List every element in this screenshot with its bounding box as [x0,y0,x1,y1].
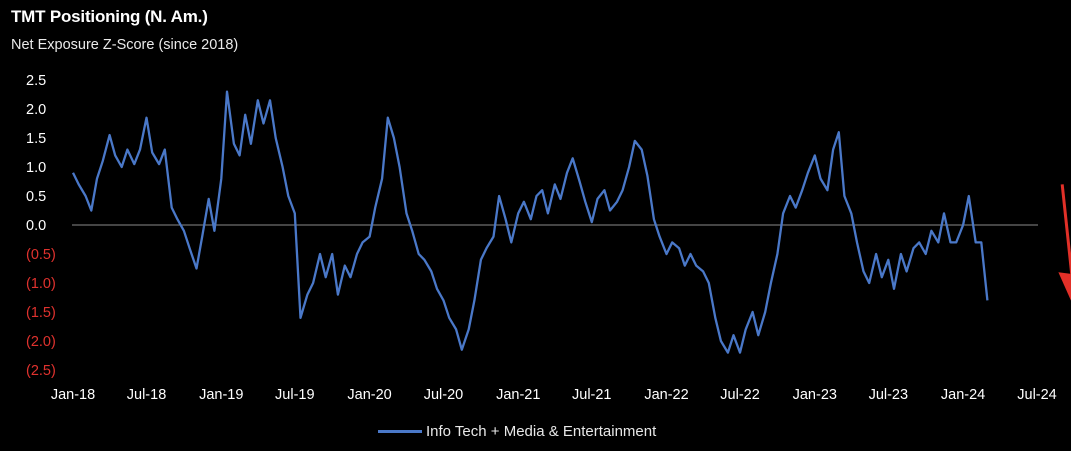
x-tick-label: Jan-21 [496,387,540,403]
down-arrow-annotation [1058,184,1071,301]
y-tick-label: 1.5 [26,131,46,147]
y-tick-label: 1.0 [26,160,46,176]
x-tick-label: Jul-19 [275,387,315,403]
x-tick-label: Jan-23 [793,387,837,403]
series-line-info-tech-media [71,90,989,354]
y-tick-label: 2.0 [26,102,46,118]
arrow-head [1058,272,1071,301]
x-tick-label: Jan-20 [347,387,391,403]
y-tick-label: 2.5 [26,73,46,89]
x-tick-label: Jan-22 [644,387,688,403]
x-tick-label: Jan-24 [941,387,985,403]
arrow-shaft [1060,184,1071,281]
legend: Info Tech + Media & Entertainment [378,423,656,440]
y-tick-label: (2.0) [26,334,56,350]
x-tick-label: Jul-24 [1017,387,1057,403]
x-tick-label: Jul-22 [720,387,760,403]
x-tick-label: Jan-19 [199,387,243,403]
y-tick-label: 0.5 [26,189,46,205]
x-tick-label: Jul-20 [424,387,464,403]
legend-label: Info Tech + Media & Entertainment [426,423,657,440]
chart-subtitle: Net Exposure Z-Score (since 2018) [11,37,239,53]
y-tick-label: 0.0 [26,218,46,234]
y-tick-label: (2.5) [26,363,56,379]
y-tick-label: (0.5) [26,247,56,263]
x-axis: Jan-18 Jul-18 Jan-19 Jul-19 Jan-20 Jul-20 Jan-… [51,387,1057,403]
chart-title: TMT Positioning (N. Am.) [11,7,208,26]
legend-swatch [378,430,422,433]
x-tick-label: Jul-23 [869,387,909,403]
y-axis: 2.5 2.0 1.5 1.0 0.5 0.0 (0.5) (1.0) (1.5) (2.0) (2… [26,73,56,379]
y-tick-label: (1.5) [26,305,56,321]
y-tick-label: (1.0) [26,276,56,292]
x-tick-label: Jan-18 [51,387,95,403]
x-tick-label: Jul-21 [572,387,612,403]
x-tick-label: Jul-18 [127,387,167,403]
